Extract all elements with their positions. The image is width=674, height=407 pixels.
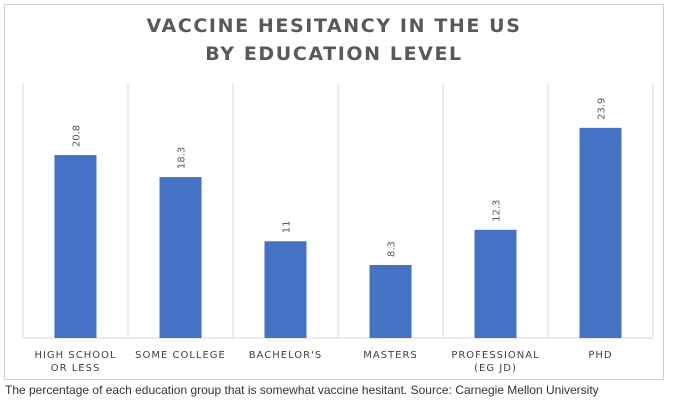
data-label: 20.8 — [72, 125, 83, 147]
category-label: HIGH SCHOOL — [34, 350, 116, 361]
data-label: 18.3 — [177, 147, 188, 169]
bar — [264, 241, 307, 338]
category-label: SOME COLLEGE — [135, 350, 226, 361]
category-label: MASTERS — [363, 350, 418, 361]
bar-chart-plot: 20.8 HIGH SCHOOL OR LESS 18.3 SOME COLLEGE 11… — [22, 83, 654, 374]
category-label: PHD — [588, 350, 612, 361]
category-label: OR LESS — [51, 363, 101, 374]
data-label: 8.3 — [387, 241, 398, 257]
data-label: 23.9 — [597, 98, 608, 120]
bar — [159, 177, 202, 338]
category-label: PROFESSIONAL — [451, 350, 539, 361]
chart-title-line-2: BY EDUCATION LEVEL — [205, 43, 463, 65]
chart-area: VACCINE HESITANCY IN THE US BY EDUCATION… — [4, 4, 664, 380]
figure-caption: The percentage of each education group t… — [5, 383, 599, 397]
data-label: 11 — [282, 221, 293, 234]
bar — [54, 155, 97, 338]
bar — [579, 127, 622, 339]
data-label: 12.3 — [492, 200, 503, 222]
category-label: BACHELOR'S — [249, 350, 322, 361]
category-label: (EG JD) — [474, 363, 517, 374]
bar — [369, 265, 412, 338]
bar — [474, 229, 517, 338]
chart-title-line-1: VACCINE HESITANCY IN THE US — [146, 15, 522, 37]
